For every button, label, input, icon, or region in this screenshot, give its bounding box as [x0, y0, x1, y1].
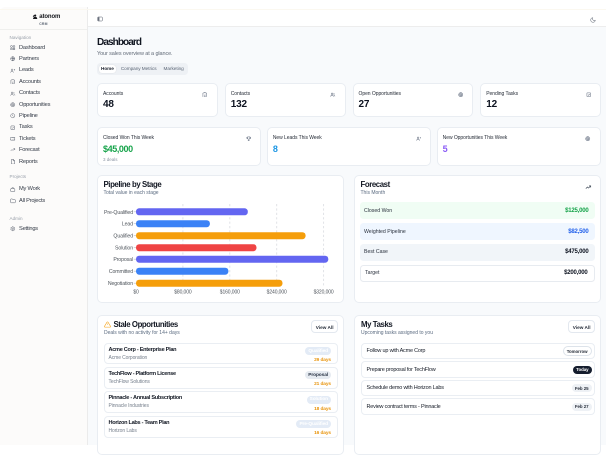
- svg-text:$0: $0: [133, 290, 139, 296]
- svg-text:$320,000: $320,000: [314, 290, 334, 296]
- svg-text:Committed: Committed: [109, 270, 133, 276]
- svg-text:Proposal: Proposal: [113, 258, 133, 264]
- svg-text:Negotiation: Negotiation: [108, 282, 133, 288]
- svg-text:Solution: Solution: [115, 246, 133, 252]
- svg-text:Lead: Lead: [122, 222, 133, 228]
- svg-text:Qualified: Qualified: [113, 234, 133, 240]
- svg-text:Pre-Qualified: Pre-Qualified: [104, 210, 133, 216]
- svg-text:$160,000: $160,000: [220, 290, 240, 296]
- svg-text:$240,000: $240,000: [267, 290, 287, 296]
- svg-text:$80,000: $80,000: [174, 290, 192, 296]
